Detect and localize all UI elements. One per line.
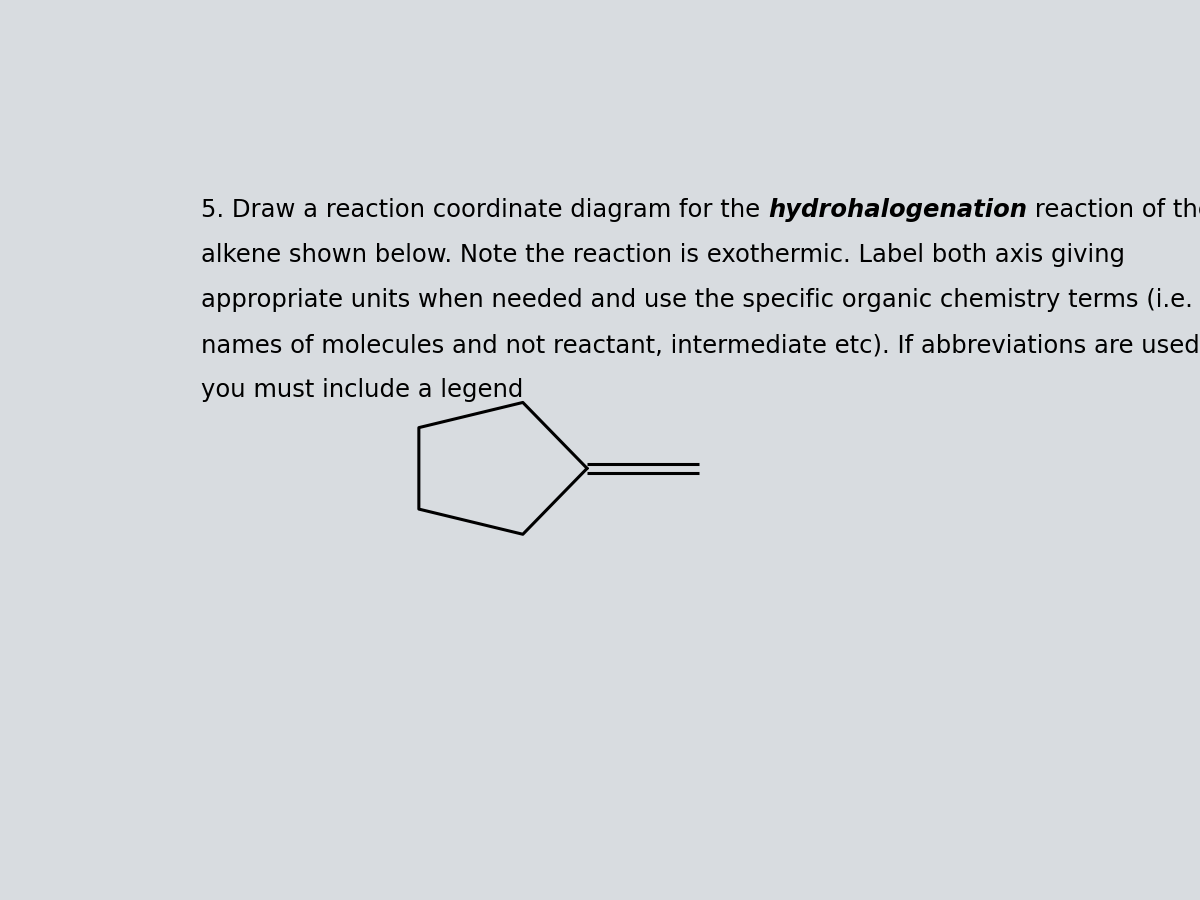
- Text: alkene shown below. Note the reaction is exothermic. Label both axis giving: alkene shown below. Note the reaction is…: [202, 243, 1126, 267]
- Text: 5. Draw a reaction coordinate diagram for the: 5. Draw a reaction coordinate diagram fo…: [202, 198, 768, 222]
- Text: reaction of the: reaction of the: [1027, 198, 1200, 222]
- Text: appropriate units when needed and use the specific organic chemistry terms (i.e.: appropriate units when needed and use th…: [202, 288, 1193, 312]
- Text: hydrohalogenation: hydrohalogenation: [768, 198, 1027, 222]
- Text: you must include a legend: you must include a legend: [202, 378, 523, 402]
- Text: names of molecules and not reactant, intermediate etc). If abbreviations are use: names of molecules and not reactant, int…: [202, 333, 1200, 357]
